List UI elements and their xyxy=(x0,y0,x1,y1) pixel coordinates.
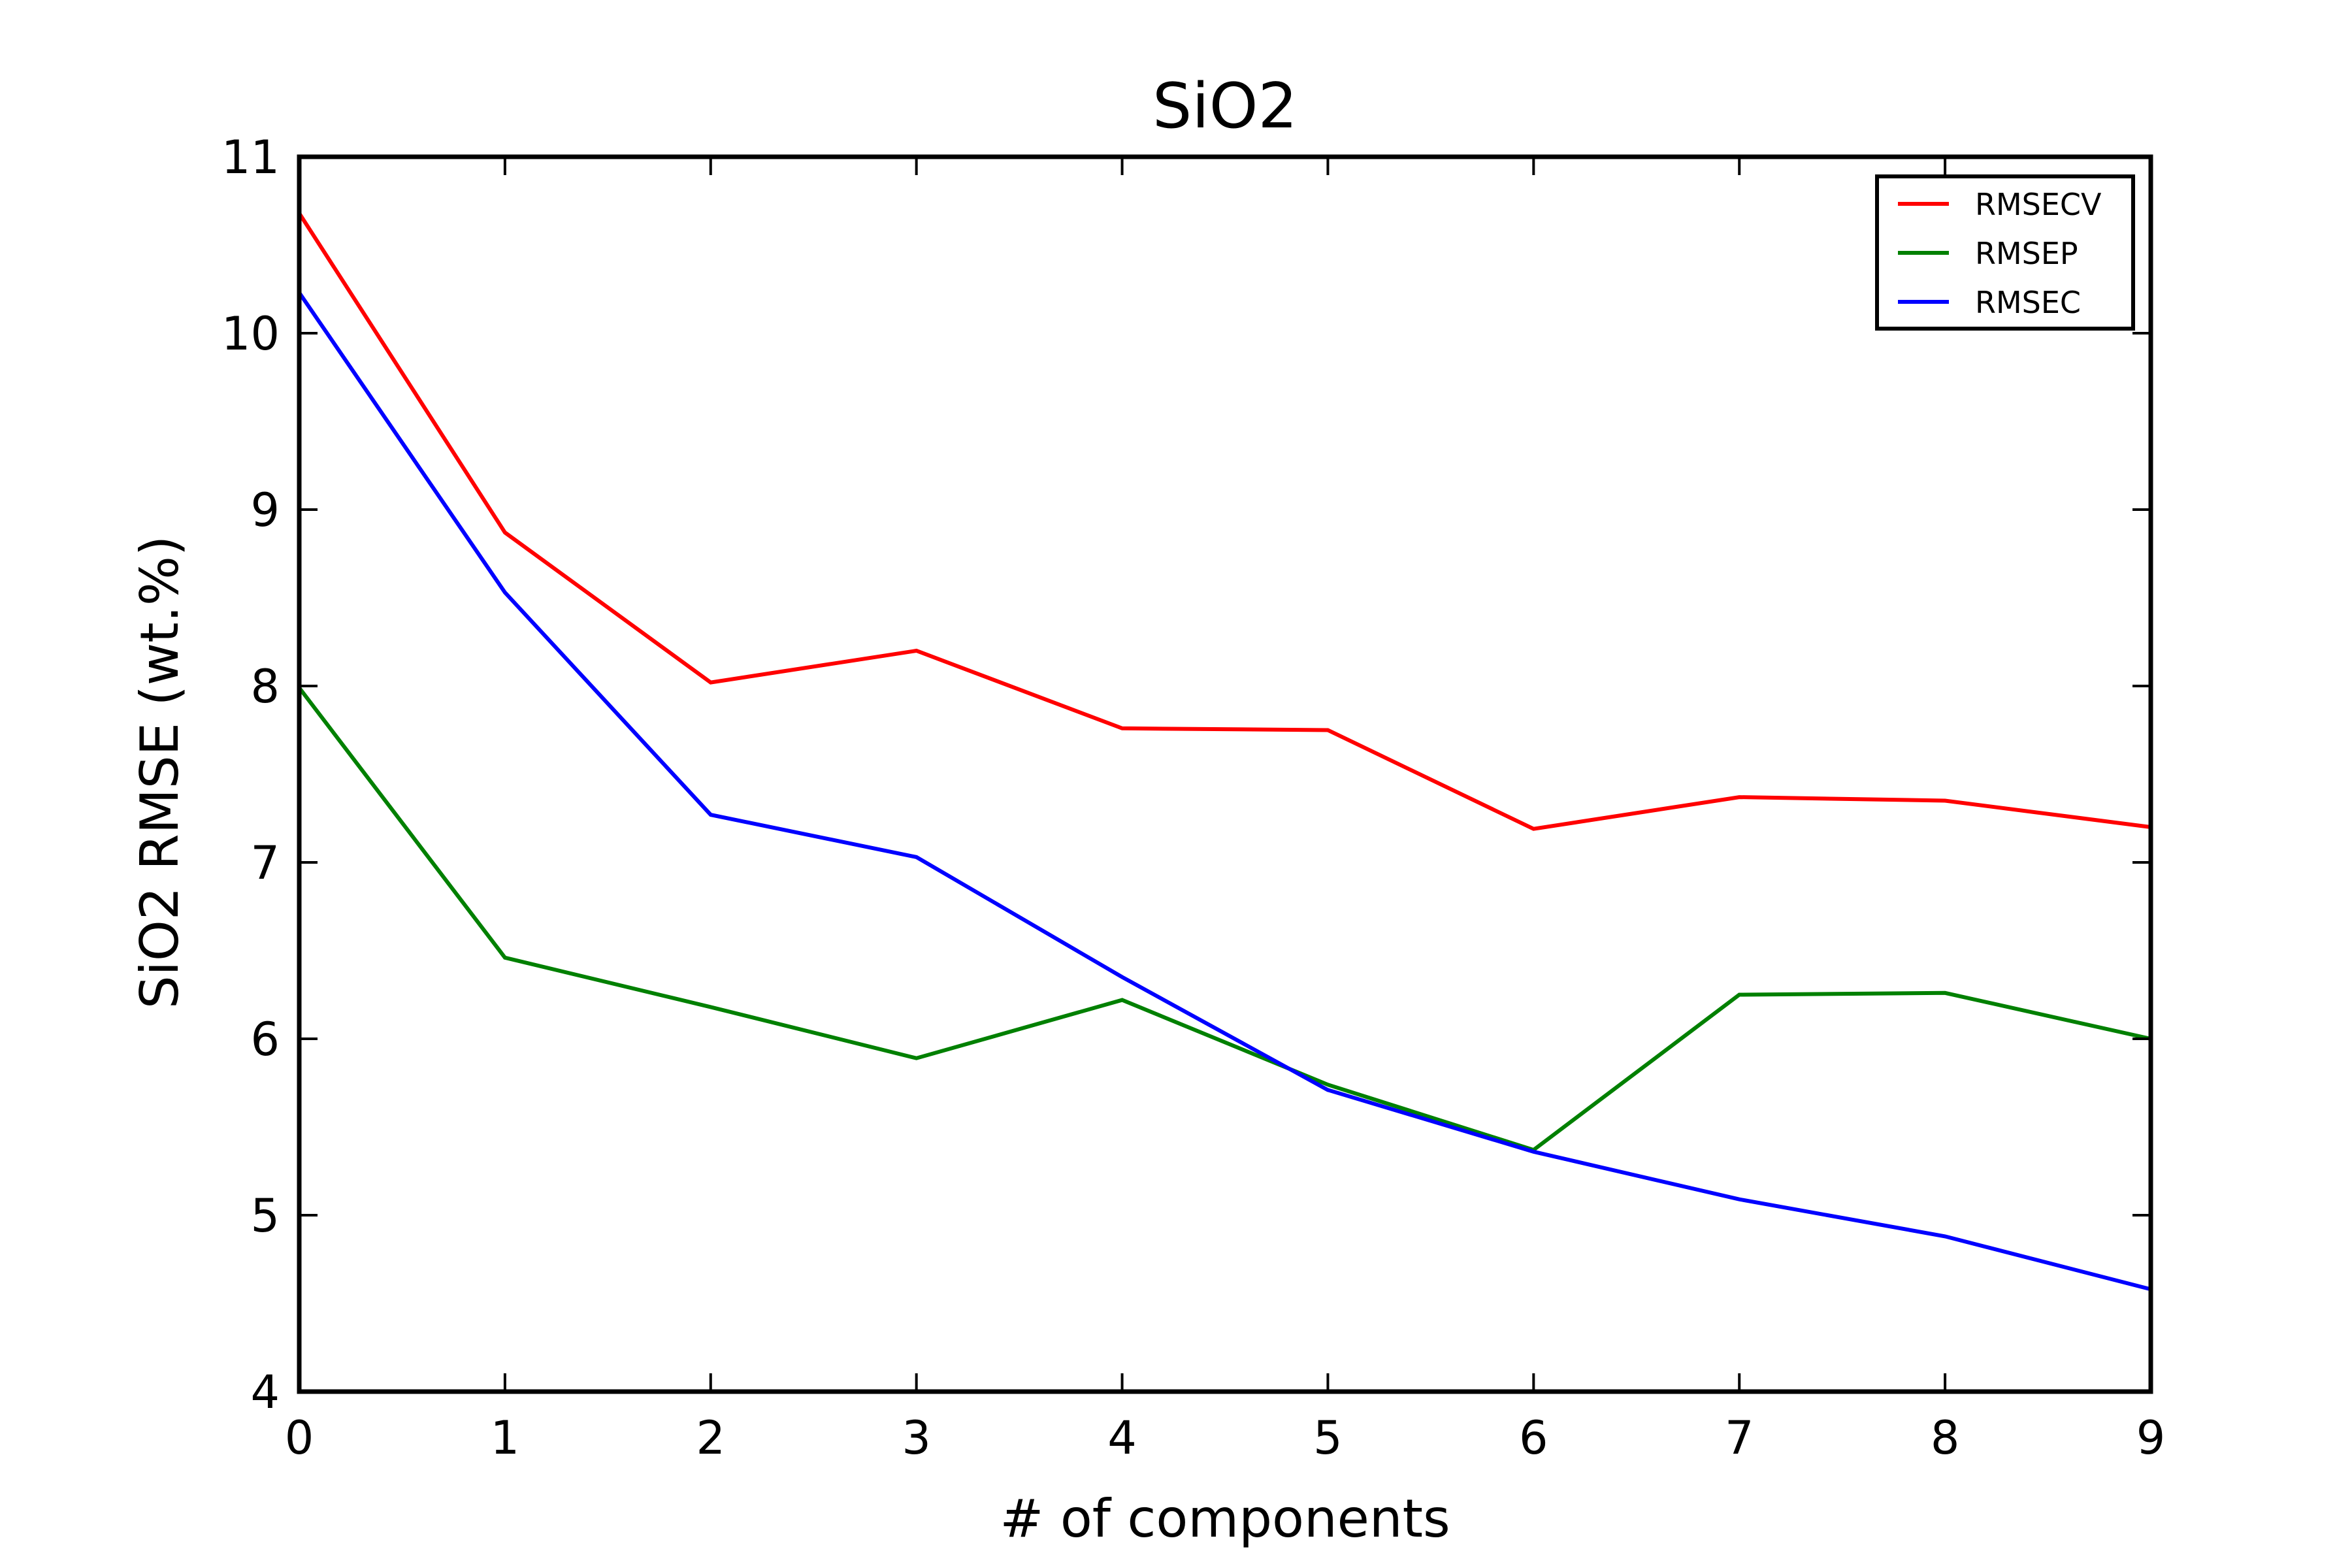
plot-frame xyxy=(297,154,2153,1394)
x-axis-title: # of components xyxy=(1000,1488,1450,1549)
x-tick-label: 6 xyxy=(1519,1411,1548,1465)
y-tick-label: 10 xyxy=(221,307,280,361)
y-tick-label: 9 xyxy=(250,483,280,537)
y-tick-label: 5 xyxy=(250,1189,280,1243)
series-line-rmsec xyxy=(297,291,2151,1292)
y-axis-title: SiO2 RMSE (wt.%) xyxy=(129,536,190,1009)
x-tick-label: 1 xyxy=(491,1411,520,1465)
x-tick-label: 0 xyxy=(285,1411,314,1465)
y-tick-label: 6 xyxy=(250,1013,280,1066)
x-tick-label: 4 xyxy=(1107,1411,1137,1465)
series-lines xyxy=(297,212,2151,1292)
legend-label-rmsec: RMSEC xyxy=(1975,285,2081,320)
x-tick-label: 7 xyxy=(1725,1411,1754,1465)
series-line-rmsep xyxy=(297,686,2151,1152)
chart-title: SiO2 xyxy=(1152,71,1298,142)
x-tick-label: 8 xyxy=(1931,1411,1960,1465)
y-tick-label: 11 xyxy=(221,131,280,184)
y-tick-label: 4 xyxy=(250,1365,280,1419)
x-tick-label: 2 xyxy=(696,1411,726,1465)
legend-label-rmsep: RMSEP xyxy=(1975,236,2078,271)
series-line-rmsecv xyxy=(297,212,2151,831)
x-tick-label: 5 xyxy=(1313,1411,1343,1465)
y-tick-label: 8 xyxy=(250,660,280,713)
y-tick-label: 7 xyxy=(250,836,280,890)
x-tick-label: 9 xyxy=(2136,1411,2166,1465)
legend: RMSECV RMSEP RMSEC xyxy=(1875,174,2135,331)
axis-ticks: 0 1 2 3 4 5 6 7 8 9 4 5 6 7 8 9 10 11 xyxy=(221,131,2165,1465)
x-tick-label: 3 xyxy=(902,1411,931,1465)
legend-label-rmsecv: RMSECV xyxy=(1975,187,2102,222)
